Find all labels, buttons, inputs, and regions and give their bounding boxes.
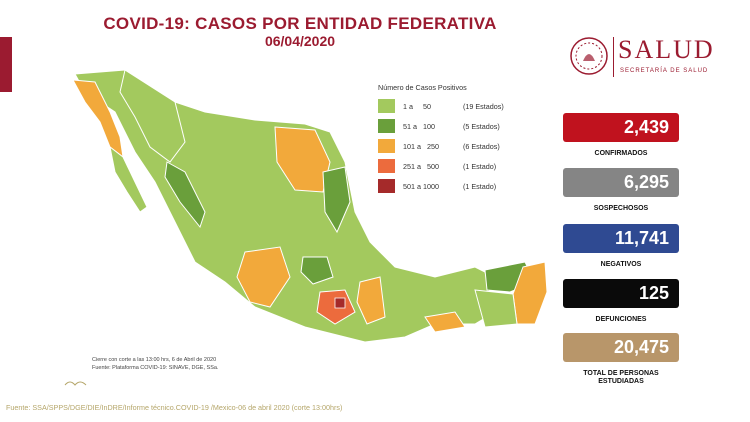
map-coahuila [274, 126, 331, 193]
legend-range: 101 a 250 [403, 141, 439, 151]
deaths-label: DEFUNCIONES [595, 316, 647, 323]
decorative-wave-icon [64, 381, 87, 386]
legend-swatch [378, 139, 395, 153]
deaths-count-box: 125 [563, 279, 679, 308]
legend-count: (5 Estados) [463, 121, 500, 131]
map-legend: Número de Casos Positivos 1 a 50 (19 Est… [378, 83, 538, 198]
legend-swatch [378, 179, 395, 193]
map-sinaloa [164, 161, 206, 229]
total-studied-count-box: 20,475 [563, 333, 679, 362]
platform-note: Fuente: Plataforma COVID-19: SINAVE, DGE… [92, 365, 219, 371]
logo-wordmark: SALUD [618, 35, 715, 64]
map-tabasco [424, 311, 466, 333]
legend-range: 251 a 500 [403, 161, 439, 171]
legend-count: (1 Estado) [463, 161, 497, 171]
total-studied-label: TOTAL DE PERSONAS [583, 370, 659, 377]
map-jalisco [236, 246, 291, 308]
legend-range: 501 a 1000 [403, 181, 439, 191]
suspected-count-box: 6,295 [563, 168, 679, 197]
negative-count-box: 11,741 [563, 224, 679, 253]
coat-of-arms-icon [570, 37, 608, 75]
map-nuevo-leon [322, 166, 351, 234]
negative-label: NEGATIVOS [600, 261, 642, 268]
map-campeche [474, 289, 518, 328]
legend-swatch [378, 99, 395, 113]
suspected-label: SOSPECHOSOS [593, 205, 649, 212]
map-guanajuato [300, 256, 334, 285]
mexico-map [72, 69, 548, 343]
map-puebla [356, 276, 386, 325]
legend-range: 51 a 100 [403, 121, 435, 131]
cutoff-note: Cierre con corte a las 13:00 hrs, 6 de A… [92, 357, 217, 363]
source-footer: Fuente: SSA/SPPS/DGE/DIE/InDRE/Informe t… [6, 403, 343, 412]
confirmed-count-box: 2,439 [563, 113, 679, 142]
total-studied-label-line2: ESTUDIADAS [598, 378, 644, 385]
legend-swatch [378, 159, 395, 173]
legend-swatch [378, 119, 395, 133]
legend-count: (19 Estados) [463, 101, 504, 111]
page-title: COVID-19: CASOS POR ENTIDAD FEDERATIVA [103, 14, 497, 33]
logo-divider [613, 37, 614, 77]
legend-item: 501 a 1000 (1 Estado) [378, 178, 538, 194]
legend-count: (6 Estados) [463, 141, 500, 151]
legend-title: Número de Casos Positivos [378, 83, 467, 92]
confirmed-label: CONFIRMADOS [594, 150, 648, 157]
map-sonora [119, 69, 186, 163]
legend-item: 51 a 100 (5 Estados) [378, 118, 538, 134]
legend-item: 101 a 250 (6 Estados) [378, 138, 538, 154]
sidebar-accent-bar [0, 37, 12, 92]
legend-range: 1 a 50 [403, 101, 431, 111]
map-cdmx [334, 297, 346, 309]
legend-item: 1 a 50 (19 Estados) [378, 98, 538, 114]
legend-item: 251 a 500 (1 Estado) [378, 158, 538, 174]
map-baja-california-sur [109, 145, 148, 213]
legend-count: (1 Estado) [463, 181, 497, 191]
page-date: 06/04/2020 [264, 33, 336, 49]
logo-subtitle: SECRETARÍA DE SALUD [620, 68, 709, 74]
salud-logo: SALUD SECRETARÍA DE SALUD [568, 35, 728, 85]
